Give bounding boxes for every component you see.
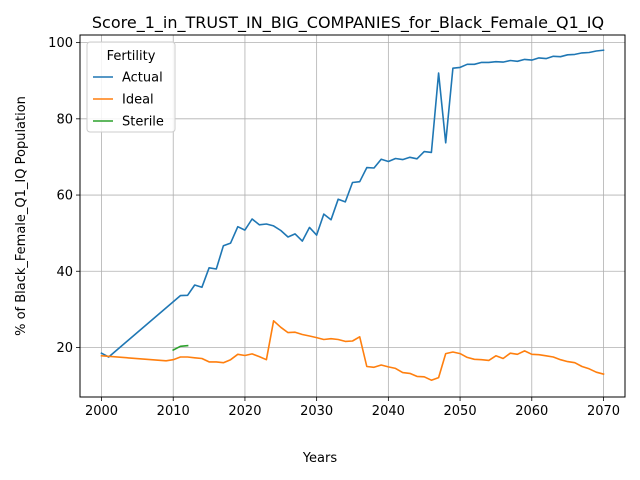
y-tick-label: 80 [56,112,73,127]
legend: Fertility Actual Ideal Sterile [86,41,176,133]
y-tick-label: 20 [56,341,73,356]
legend-items: Actual Ideal Sterile [93,71,164,130]
y-tick-label: 60 [56,189,73,204]
plot-frame [79,34,626,398]
x-tick-label: 2040 [372,404,405,419]
chart-title: Score_1_in_TRUST_IN_BIG_COMPANIES_for_Bl… [92,13,604,33]
y-tick-label: 100 [48,36,73,51]
x-tick-label: 2050 [444,404,477,419]
y-axis-title: % of Black_Female_Q1_IQ Population [14,96,29,336]
legend-label-sterile: Sterile [122,115,164,130]
y-tick-label: 40 [56,265,73,280]
x-tick-label: 2000 [85,404,118,419]
series-line-sterile [172,344,189,352]
series-lines [100,49,605,382]
legend-title: Fertility [107,49,156,64]
y-axis: 20 40 60 80 100 [48,36,80,356]
x-axis-title: Years [302,451,338,466]
x-tick-label: 2020 [228,404,261,419]
x-tick-label: 2070 [587,404,620,419]
series-line-actual [100,49,605,358]
legend-label-ideal: Ideal [122,93,154,108]
x-axis: 2000 2010 2020 2030 2040 2050 2060 2070 [85,397,620,419]
x-tick-label: 2010 [157,404,190,419]
legend-label-actual: Actual [122,71,163,86]
x-tick-label: 2060 [515,404,548,419]
x-tick-label: 2030 [300,404,333,419]
series-line-ideal [100,319,605,382]
legend-box [86,41,176,133]
